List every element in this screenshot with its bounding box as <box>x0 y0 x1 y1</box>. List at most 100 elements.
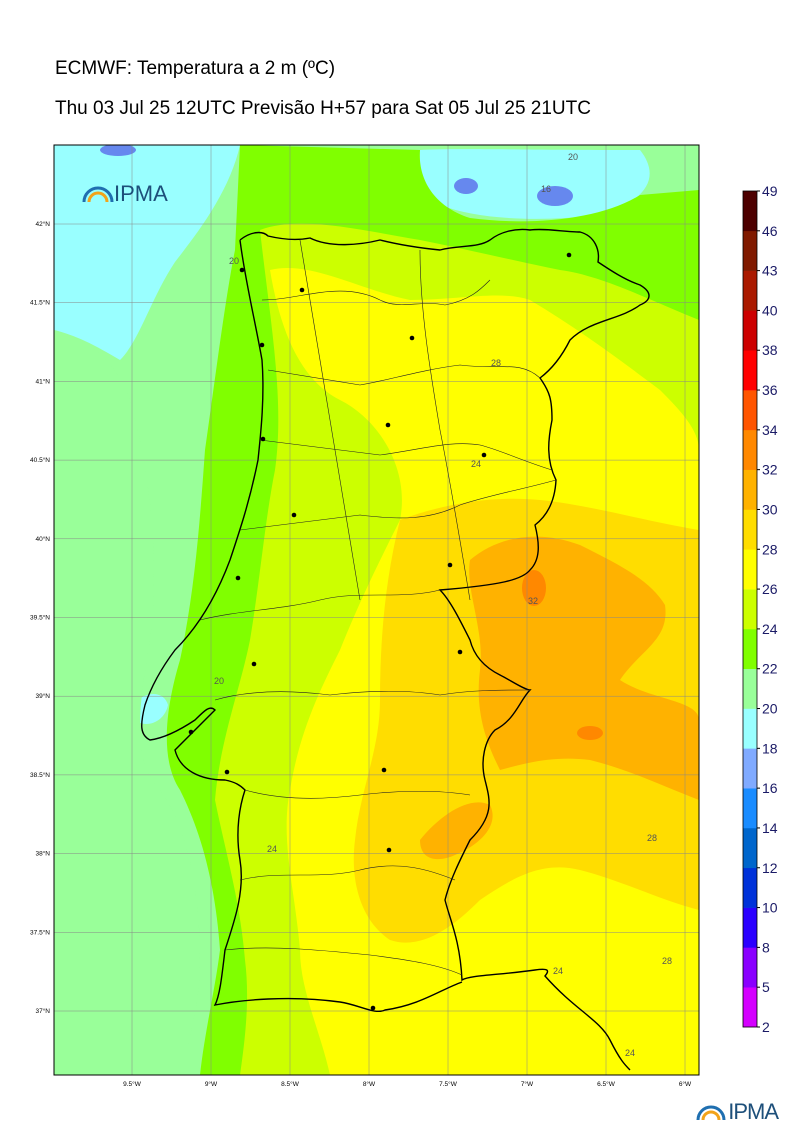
colorbar-label: 46 <box>762 223 778 239</box>
contour-labels: 20 16 20 28 24 32 20 24 28 24 28 24 <box>214 152 672 1058</box>
latitude-label: 40°N <box>35 535 50 543</box>
colorbar-label: 26 <box>762 581 778 597</box>
colorbar-label: 24 <box>762 621 778 637</box>
longitude-label: 7.5°W <box>439 1080 458 1088</box>
field-32-34-b <box>577 726 603 740</box>
field-16-18-a <box>454 178 478 194</box>
field-18-20-north <box>419 149 650 219</box>
colorbar-swatch <box>743 191 757 232</box>
colorbar-label: 16 <box>762 780 778 796</box>
latitude-label: 41°N <box>35 377 50 385</box>
longitude-label: 9°W <box>205 1080 218 1088</box>
contour-label: 24 <box>553 966 563 976</box>
longitude-label: 8°W <box>363 1080 376 1088</box>
colorbar-label: 20 <box>762 701 778 717</box>
contour-label: 20 <box>568 152 578 162</box>
colorbar-label: 14 <box>762 820 778 836</box>
colorbar: 2 5 8 10 12 14 16 18 20 22 24 26 28 30 32 34 36 38 40 43 46 4… <box>742 183 778 1035</box>
colorbar-label: 43 <box>762 263 778 279</box>
latitude-label: 37°N <box>35 1007 50 1015</box>
colorbar-label: 49 <box>762 183 778 199</box>
colorbar-label: 38 <box>762 342 778 358</box>
colorbar-label: 10 <box>762 900 778 916</box>
colorbar-label: 28 <box>762 541 778 557</box>
latitude-label: 40.5°N <box>30 456 50 464</box>
colorbar-swatch <box>743 429 757 470</box>
colorbar-swatch <box>743 390 757 431</box>
district-borders <box>199 239 557 976</box>
latitude-label: 38°N <box>35 850 50 858</box>
map-frame <box>53 144 700 1076</box>
colorbar-swatch <box>743 509 757 550</box>
longitude-label: 6°W <box>679 1080 692 1088</box>
colorbar-label: 30 <box>762 501 778 517</box>
colorbar-swatch <box>743 628 757 670</box>
colorbar-swatch <box>743 350 757 391</box>
contour-label: 16 <box>541 184 551 194</box>
colorbar-swatch <box>743 748 757 789</box>
contour-label: 28 <box>647 833 657 843</box>
colorbar-label: 8 <box>762 939 770 955</box>
map-subtitle: Thu 03 Jul 25 12UTC Previsão H+57 para S… <box>55 98 591 119</box>
footer-logo: IPMA <box>696 1099 779 1125</box>
field-16-18-b <box>537 186 573 206</box>
field-30-32 <box>469 536 699 800</box>
latitude-label: 39.5°N <box>30 614 50 622</box>
longitude-label: 9.5°W <box>123 1080 142 1088</box>
contour-label: 28 <box>662 956 672 966</box>
contour-label: 20 <box>214 676 224 686</box>
colorbar-swatch <box>743 708 757 749</box>
contour-label: 20 <box>229 256 239 266</box>
colorbar-swatch <box>743 907 757 948</box>
colorbar-swatch <box>743 270 757 311</box>
colorbar-swatch <box>743 230 757 271</box>
colorbar-label: 12 <box>762 860 778 876</box>
map-title: ECMWF: Temperatura a 2 m (ºC) <box>55 58 336 79</box>
longitude-label: 7°W <box>521 1080 534 1088</box>
colorbar-swatch <box>743 867 757 908</box>
colorbar-swatch <box>743 827 757 869</box>
colorbar-label: 2 <box>762 1019 770 1035</box>
field-20-22-coast <box>54 330 200 1075</box>
colorbar-swatch <box>743 668 757 709</box>
longitude-labels: 9.5°W 9°W 8.5°W 8°W 7.5°W 7°W 6.5°W 6°W <box>123 1080 692 1088</box>
colorbar-label: 34 <box>762 422 778 438</box>
longitude-label: 6.5°W <box>597 1080 616 1088</box>
colorbar-swatch <box>743 589 757 630</box>
city-markers <box>188 252 572 1011</box>
footer-logo-text: IPMA <box>728 1099 779 1124</box>
colorbar-label: 36 <box>762 382 778 398</box>
latitude-label: 42°N <box>35 220 50 228</box>
field-30-32-south <box>420 802 493 860</box>
colorbar-label: 5 <box>762 979 770 995</box>
contour-label: 28 <box>491 358 501 368</box>
colorbar-label: 32 <box>762 462 778 478</box>
colorbar-label: 22 <box>762 661 778 677</box>
temperature-field: 20 16 20 28 24 32 20 24 28 24 28 24 IPMA <box>54 145 699 1075</box>
ipma-map-logo: IPMA <box>82 181 168 206</box>
colorbar-swatch <box>743 549 757 590</box>
contour-label: 24 <box>625 1048 635 1058</box>
latitude-label: 39°N <box>35 692 50 700</box>
latitude-label: 38.5°N <box>30 771 50 779</box>
portugal-outline <box>141 228 650 1071</box>
colorbar-label: 40 <box>762 302 778 318</box>
colorbar-label: 18 <box>762 740 778 756</box>
colorbar-swatch <box>743 310 757 351</box>
field-18-20-northwest <box>54 145 240 360</box>
latitude-labels: 42°N 41.5°N 41°N 40.5°N 40°N 39.5°N 39°N 38.5°N… <box>30 220 50 1015</box>
contour-label: 32 <box>528 596 538 606</box>
colorbar-swatch <box>743 947 757 988</box>
contour-label: 24 <box>471 459 481 469</box>
colorbar-swatch <box>743 788 757 829</box>
ipma-logo-icon <box>82 186 114 203</box>
colorbar-frame <box>742 190 758 1028</box>
contour-label: 24 <box>267 844 277 854</box>
field-16-18-c <box>100 145 136 156</box>
ipma-logo-icon <box>696 1105 726 1121</box>
latitude-label: 37.5°N <box>30 928 50 936</box>
field-32-34-a <box>522 570 546 606</box>
graticule <box>54 145 699 1075</box>
latitude-label: 41.5°N <box>30 299 50 307</box>
